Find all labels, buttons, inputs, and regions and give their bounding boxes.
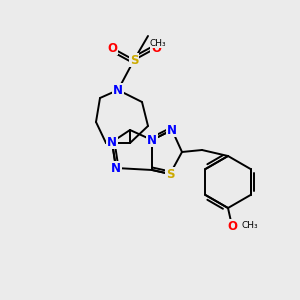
Text: O: O <box>151 41 161 55</box>
Text: CH₃: CH₃ <box>150 38 166 47</box>
Text: N: N <box>113 83 123 97</box>
Text: S: S <box>130 53 138 67</box>
Text: N: N <box>147 134 157 146</box>
Text: N: N <box>167 124 177 136</box>
Text: O: O <box>227 220 237 232</box>
Text: O: O <box>107 41 117 55</box>
Text: S: S <box>166 167 174 181</box>
Text: N: N <box>111 161 121 175</box>
Text: CH₃: CH₃ <box>241 221 258 230</box>
Text: N: N <box>107 136 117 148</box>
